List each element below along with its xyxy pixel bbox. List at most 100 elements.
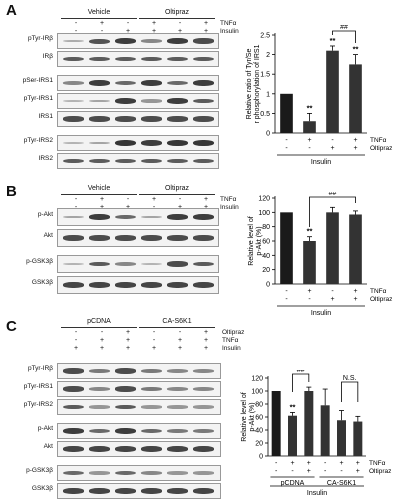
treatment-sign: - — [71, 204, 81, 211]
blot-band — [89, 261, 110, 267]
blot-band — [141, 369, 162, 373]
treatment-sign: - — [100, 329, 104, 336]
y-tick-label: 100 — [251, 389, 263, 396]
blot-band — [141, 446, 162, 452]
blot-strip — [57, 465, 221, 481]
treatment-label: Insulin — [220, 204, 239, 211]
treatment-sign: - — [126, 20, 130, 27]
blot-band — [63, 446, 84, 452]
blot-band — [89, 141, 110, 145]
y-axis-label: Relative ratio of Tyr/Se — [246, 49, 253, 120]
y-axis-label: p-Akt (%) — [249, 402, 256, 431]
blot-label: pTyr-IRβ — [27, 365, 53, 372]
treatment-sign: - — [178, 329, 182, 336]
treatment-sign: + — [203, 20, 209, 27]
significance-stars: ** — [307, 103, 313, 112]
blot-band — [193, 116, 214, 122]
condition-sign: - — [285, 288, 288, 295]
treatment-sign: - — [100, 28, 104, 35]
panel-a-bar-chart: Relative ratio of Tyr/Se r phosphorylatio… — [246, 25, 392, 165]
blot-strip — [57, 441, 221, 457]
condition-sign: - — [308, 145, 311, 152]
comparison-bracket — [309, 196, 356, 227]
blot-band — [167, 387, 188, 391]
blot-band — [63, 386, 84, 392]
significance-stars: ** — [290, 402, 296, 411]
blot-band — [141, 215, 162, 219]
blot-band — [193, 158, 214, 164]
blot-strip — [57, 93, 219, 109]
condition-sign: - — [331, 288, 334, 295]
blot-band — [89, 158, 110, 164]
blot-band — [63, 215, 84, 219]
blot-strip — [57, 399, 221, 415]
x-axis-label: Insulin — [311, 159, 331, 165]
group-underline — [61, 194, 137, 195]
blot-band — [63, 39, 84, 43]
blot-band — [63, 99, 84, 103]
condition-label: Oltipraz — [370, 145, 392, 152]
blot-band — [115, 140, 136, 146]
condition-label: TNFα — [370, 288, 387, 295]
condition-sign: - — [291, 468, 294, 475]
blot-band — [141, 56, 162, 62]
condition-sign: + — [330, 296, 334, 303]
blot-band — [167, 405, 188, 409]
blot-band — [193, 446, 214, 452]
blot-band — [193, 387, 214, 391]
y-tick-label: 0.5 — [260, 111, 270, 118]
treatment-sign: - — [74, 337, 78, 344]
panel-b-letter: B — [6, 183, 17, 200]
blot-band — [141, 158, 162, 164]
y-tick-label: 1 — [266, 91, 270, 98]
blot-strip — [57, 423, 221, 439]
blot-strip — [57, 153, 219, 169]
treatment-sign: - — [74, 196, 78, 203]
condition-sign: + — [353, 145, 357, 152]
blot-strip — [57, 208, 219, 226]
blot-band — [89, 38, 110, 44]
comparison-label: N.S. — [343, 375, 357, 382]
blot-label: pTyr-IRS2 — [23, 137, 53, 144]
blot-band — [193, 471, 214, 475]
treatment-sign: - — [126, 196, 130, 203]
blot-strip — [57, 229, 219, 247]
panel-c-bar-chart: Relative level of p-Akt (%) 0 20 40 60 80 100 12… — [241, 370, 391, 496]
blot-strip — [57, 363, 221, 379]
bar — [326, 212, 339, 284]
blot-label: pTyr-IRS1 — [23, 383, 53, 390]
condition-sign: + — [353, 288, 357, 295]
treatment-sign: + — [203, 28, 209, 35]
group-label: Oltipraz — [164, 9, 190, 16]
treatment-sign: + — [177, 345, 183, 352]
x-axis-label: Insulin — [307, 490, 327, 496]
blot-label: pTyr-IRS1 — [23, 95, 53, 102]
y-axis-label: Relative level of — [241, 392, 248, 441]
y-axis-label: Relative level of — [248, 216, 255, 265]
treatment-label: TNFα — [220, 20, 237, 27]
treatment-label: Insulin — [222, 345, 241, 352]
y-tick-label: 0 — [266, 131, 270, 138]
treatment-sign: + — [203, 345, 209, 352]
condition-sign: + — [353, 296, 357, 303]
blot-label: Akt — [43, 232, 53, 239]
blot-band — [63, 428, 84, 434]
blot-band — [141, 80, 162, 86]
bar — [320, 405, 330, 456]
treatment-label: TNFα — [222, 337, 239, 344]
blot-band — [89, 405, 110, 409]
condition-sign: + — [307, 460, 311, 467]
condition-sign: - — [285, 296, 288, 303]
treatment-sign: + — [177, 337, 183, 344]
blot-band — [115, 262, 136, 266]
blot-strip — [57, 276, 219, 294]
group-underline — [61, 327, 137, 328]
condition-sign: - — [285, 145, 288, 152]
blot-band — [115, 56, 136, 62]
condition-sign: - — [275, 468, 278, 475]
treatment-sign: + — [73, 345, 79, 352]
blot-band — [63, 282, 84, 288]
treatment-sign: + — [125, 28, 131, 35]
blot-band — [115, 282, 136, 288]
treatment-label: TNFα — [220, 196, 237, 203]
